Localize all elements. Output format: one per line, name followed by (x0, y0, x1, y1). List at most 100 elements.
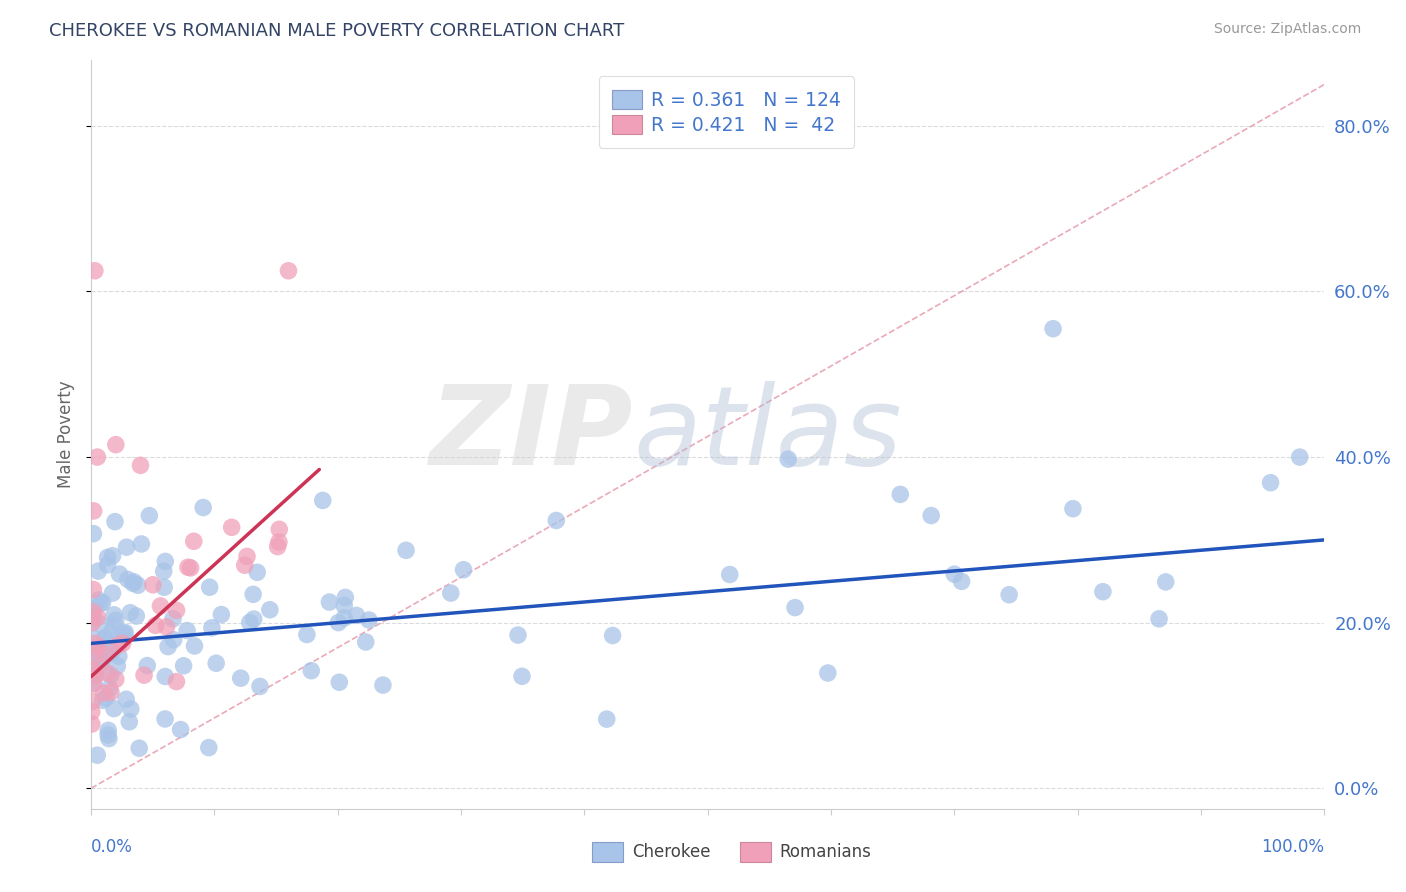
Point (817, 665, 839, 680)
Point (94, 633, 117, 648)
Point (145, 618, 167, 632)
Point (152, 564, 174, 578)
Point (89, 616, 111, 631)
Point (506, 628, 529, 642)
Point (395, 543, 418, 558)
Point (1062, 501, 1084, 516)
Point (718, 567, 741, 582)
Point (180, 561, 202, 575)
Point (546, 513, 568, 527)
Point (83, 636, 105, 650)
Point (86, 748, 108, 763)
Point (233, 558, 256, 573)
Point (128, 741, 150, 756)
Point (596, 712, 619, 726)
Point (82, 605, 104, 619)
Point (440, 586, 463, 600)
Point (165, 674, 187, 689)
Point (103, 618, 125, 632)
Point (105, 659, 128, 673)
Point (242, 587, 264, 601)
Point (82, 677, 104, 691)
Point (209, 607, 232, 622)
Point (91, 596, 114, 610)
Point (246, 566, 269, 580)
Point (198, 740, 221, 755)
Text: atlas: atlas (634, 381, 903, 488)
Point (998, 588, 1021, 602)
Point (104, 613, 127, 627)
Point (125, 609, 148, 624)
Legend: R = 0.361   N = 124, R = 0.421   N =  42: R = 0.361 N = 124, R = 0.421 N = 42 (599, 77, 853, 148)
Point (1154, 574, 1177, 589)
Point (183, 639, 205, 653)
Point (778, 452, 800, 467)
Point (242, 612, 264, 626)
Point (80, 717, 103, 731)
Text: Cherokee: Cherokee (631, 843, 710, 861)
Point (889, 487, 911, 501)
Point (1042, 322, 1064, 336)
Point (111, 627, 134, 641)
Point (155, 620, 177, 634)
Point (108, 567, 131, 582)
Point (97, 728, 120, 742)
Point (131, 537, 153, 551)
Point (104, 437, 127, 451)
Point (84, 668, 107, 682)
Point (111, 636, 134, 650)
Point (136, 658, 159, 673)
Point (104, 515, 127, 529)
Point (328, 615, 350, 630)
Point (115, 540, 138, 554)
Point (82, 694, 104, 708)
Point (90, 596, 112, 610)
Point (112, 626, 135, 640)
Point (80, 705, 103, 719)
Point (83, 632, 105, 646)
Point (183, 534, 205, 549)
Point (83, 663, 105, 677)
Point (98, 681, 121, 696)
Point (236, 549, 259, 564)
Point (90, 654, 112, 668)
Text: CHEROKEE VS ROMANIAN MALE POVERTY CORRELATION CHART: CHEROKEE VS ROMANIAN MALE POVERTY CORREL… (49, 22, 624, 40)
Point (115, 692, 138, 706)
Point (103, 701, 125, 715)
Point (98, 642, 121, 657)
Point (97, 731, 120, 746)
Point (239, 615, 262, 630)
Point (127, 578, 149, 592)
Point (82, 526, 104, 541)
Point (94, 638, 117, 652)
Point (129, 458, 152, 473)
Point (138, 508, 160, 523)
Text: ZIP: ZIP (430, 381, 634, 488)
Text: 0.0%: 0.0% (91, 838, 134, 855)
Point (82, 669, 104, 683)
Point (87, 593, 110, 607)
Point (371, 678, 394, 692)
Point (121, 576, 143, 591)
Point (83, 504, 105, 518)
Point (89, 644, 111, 658)
Point (120, 606, 142, 620)
Point (100, 642, 122, 657)
Point (453, 563, 475, 577)
Point (193, 500, 215, 515)
Point (82, 615, 104, 630)
Point (510, 669, 533, 683)
Point (346, 608, 368, 623)
Point (318, 595, 340, 609)
Point (100, 668, 122, 682)
Point (950, 574, 973, 589)
Point (101, 586, 124, 600)
Point (117, 573, 139, 587)
Point (162, 612, 184, 626)
Point (97, 723, 120, 738)
Point (333, 611, 356, 625)
Point (1147, 612, 1170, 626)
Point (142, 578, 165, 592)
Point (104, 672, 127, 686)
Point (96, 666, 118, 681)
